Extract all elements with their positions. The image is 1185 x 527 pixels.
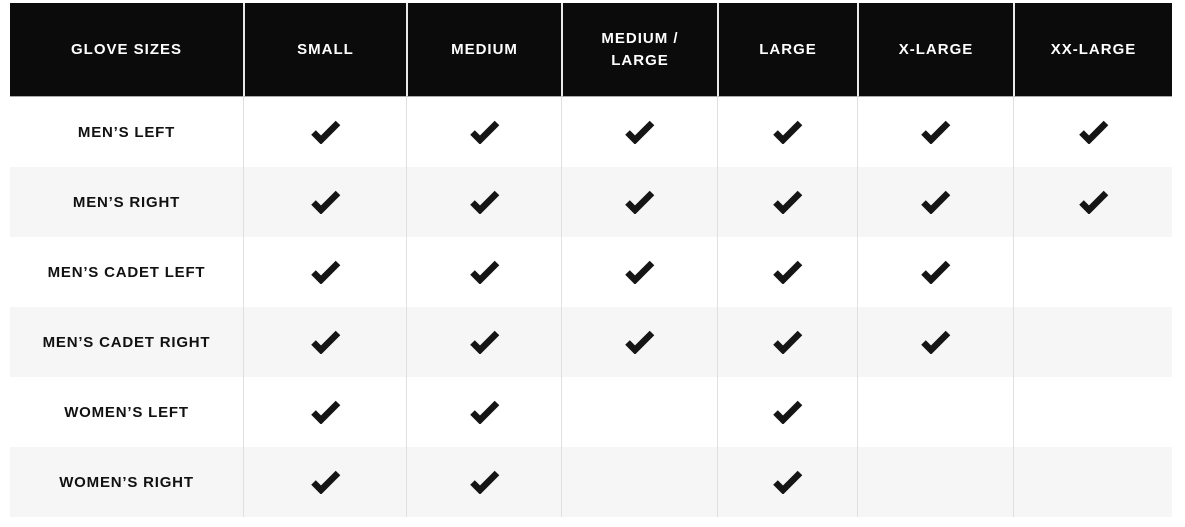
check-icon [772,190,803,214]
column-header-medium: MEDIUM [406,3,561,97]
check-cell [561,237,717,307]
check-cell [243,237,406,307]
check-icon [469,260,500,284]
table-row: WOMEN’S LEFT [10,377,1172,447]
check-icon [469,190,500,214]
check-icon [624,120,655,144]
table-row: WOMEN’S RIGHT [10,447,1172,517]
check-cell [857,307,1013,377]
check-icon [920,330,951,354]
check-icon [920,260,951,284]
empty-cell [857,377,1013,447]
check-icon [624,190,655,214]
empty-cell [1013,307,1172,377]
check-icon [469,470,500,494]
check-icon [310,260,341,284]
column-header-glove-sizes: GLOVE SIZES [10,3,243,97]
check-cell [717,237,857,307]
header-row: GLOVE SIZES SMALL MEDIUM MEDIUM / LARGE … [10,3,1172,97]
check-icon [310,330,341,354]
check-icon [469,400,500,424]
row-label: MEN’S CADET LEFT [47,263,206,281]
check-icon [772,260,803,284]
empty-cell [1013,237,1172,307]
check-cell [406,167,561,237]
check-cell [717,447,857,517]
check-cell [717,97,857,167]
check-cell [243,97,406,167]
check-icon [624,330,655,354]
empty-cell [561,377,717,447]
column-header-xx-large: XX-LARGE [1013,3,1172,97]
table-row: MEN’S RIGHT [10,167,1172,237]
column-header-medium-large: MEDIUM / LARGE [561,3,717,97]
check-cell [406,377,561,447]
check-icon [469,120,500,144]
check-cell [243,307,406,377]
check-icon [469,330,500,354]
check-cell [857,237,1013,307]
check-icon [310,400,341,424]
table-row: MEN’S CADET LEFT [10,237,1172,307]
empty-cell [561,447,717,517]
column-header-small: SMALL [243,3,406,97]
check-cell [406,97,561,167]
check-cell [1013,97,1172,167]
check-cell [243,447,406,517]
check-icon [310,470,341,494]
row-label: MEN’S CADET RIGHT [10,307,243,377]
table-row: MEN’S CADET RIGHT [10,307,1172,377]
check-cell [243,167,406,237]
check-cell [561,97,717,167]
check-cell [857,97,1013,167]
empty-cell [1013,447,1172,517]
check-icon [772,120,803,144]
check-icon [1078,190,1109,214]
table-body: MEN’S LEFT MEN’S RIGHT MEN’S CADET LEFT MEN… [10,97,1172,517]
check-cell [406,237,561,307]
row-label: MEN’S RIGHT [10,167,243,237]
check-icon [1078,120,1109,144]
check-cell [857,167,1013,237]
row-label: MEN’S LEFT [77,123,176,141]
empty-cell [857,447,1013,517]
check-icon [772,400,803,424]
check-icon [310,190,341,214]
check-cell [717,167,857,237]
table-header: GLOVE SIZES SMALL MEDIUM MEDIUM / LARGE … [10,3,1172,97]
check-cell [406,307,561,377]
check-cell [561,167,717,237]
glove-size-table: GLOVE SIZES SMALL MEDIUM MEDIUM / LARGE … [10,3,1172,517]
check-icon [772,330,803,354]
check-cell [1013,167,1172,237]
row-label: WOMEN’S LEFT [64,403,189,421]
column-header-large: LARGE [717,3,857,97]
table-row: MEN’S LEFT [10,97,1172,167]
check-icon [310,120,341,144]
check-icon [624,260,655,284]
check-cell [561,307,717,377]
check-icon [772,470,803,494]
check-cell [717,377,857,447]
check-icon [920,120,951,144]
column-header-x-large: X-LARGE [857,3,1013,97]
check-cell [717,307,857,377]
check-cell [243,377,406,447]
check-icon [920,190,951,214]
row-label: WOMEN’S RIGHT [10,447,243,517]
check-cell [406,447,561,517]
empty-cell [1013,377,1172,447]
